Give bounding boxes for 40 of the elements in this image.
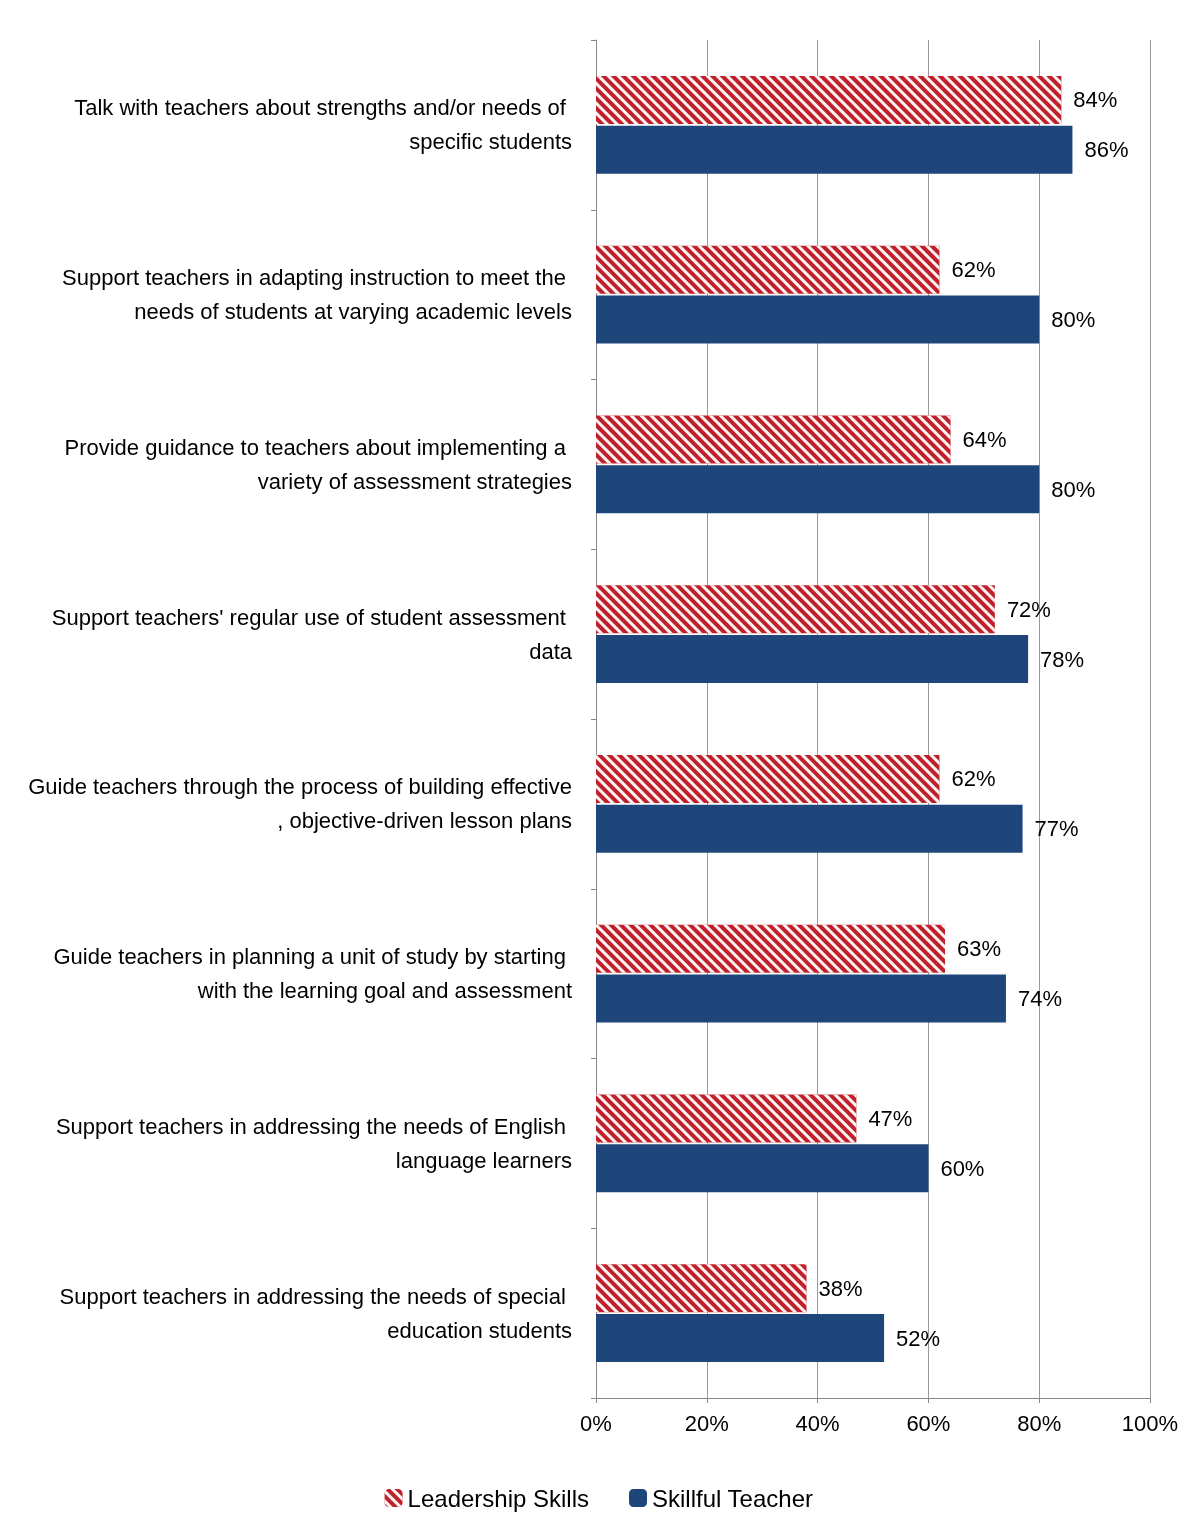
x-tick-label: 100% bbox=[1121, 1410, 1179, 1436]
y-tick-label: Support teachers in adapting instruction to meet the needs of students at varying academic levels bbox=[62, 265, 572, 325]
data-label: 47% bbox=[868, 1105, 913, 1131]
bar bbox=[596, 1144, 929, 1193]
y-tick-label: Talk with teachers about strengths and/or needs of specific students bbox=[74, 95, 572, 155]
legend-label: Skillful Teacher bbox=[652, 1484, 813, 1512]
y-tick-label: Support teachers in addressing the needs of English language learners bbox=[55, 1113, 572, 1173]
bar bbox=[596, 974, 1006, 1023]
y-tick-label: Guide teachers in planning a unit of study by starting with the learning goal and assessment bbox=[53, 944, 572, 1004]
y-tick-label: Guide teachers through the process of building effective, objective-driven lesson plans bbox=[28, 774, 572, 834]
data-label: 77% bbox=[1034, 816, 1079, 842]
bar bbox=[596, 804, 1023, 853]
x-tick-label: 20% bbox=[684, 1410, 729, 1436]
data-label: 80% bbox=[1051, 476, 1096, 502]
legend-label: Leadership Skills bbox=[407, 1484, 590, 1512]
data-label: 78% bbox=[1040, 646, 1085, 672]
bar bbox=[596, 635, 1029, 684]
y-tick-label: Support teachers' regular use of student assessment data bbox=[51, 604, 573, 664]
bar bbox=[596, 125, 1073, 174]
y-tick-label: Support teachers in addressing the needs of special education students bbox=[59, 1283, 572, 1343]
data-label: 60% bbox=[940, 1155, 985, 1181]
bar bbox=[596, 1314, 885, 1363]
y-tick-label: Provide guidance to teachers about implementing a variety of assessment strategies bbox=[64, 434, 572, 494]
data-label: 80% bbox=[1051, 307, 1096, 333]
data-label: 62% bbox=[951, 257, 996, 283]
data-label: 64% bbox=[962, 426, 1007, 452]
data-label: 84% bbox=[1073, 87, 1118, 113]
data-label: 72% bbox=[1006, 596, 1051, 622]
data-label: 52% bbox=[896, 1325, 941, 1351]
data-label: 62% bbox=[951, 766, 996, 792]
x-tick-label: 80% bbox=[1017, 1410, 1062, 1436]
bar bbox=[596, 465, 1040, 514]
data-label: 38% bbox=[818, 1275, 863, 1301]
data-label: 74% bbox=[1017, 986, 1063, 1012]
x-tick-label: 0% bbox=[580, 1410, 612, 1436]
bar bbox=[596, 295, 1040, 344]
x-tick-label: 40% bbox=[795, 1410, 840, 1436]
data-label: 63% bbox=[957, 936, 1002, 962]
data-label: 86% bbox=[1084, 137, 1129, 163]
x-tick-label: 60% bbox=[906, 1410, 951, 1436]
